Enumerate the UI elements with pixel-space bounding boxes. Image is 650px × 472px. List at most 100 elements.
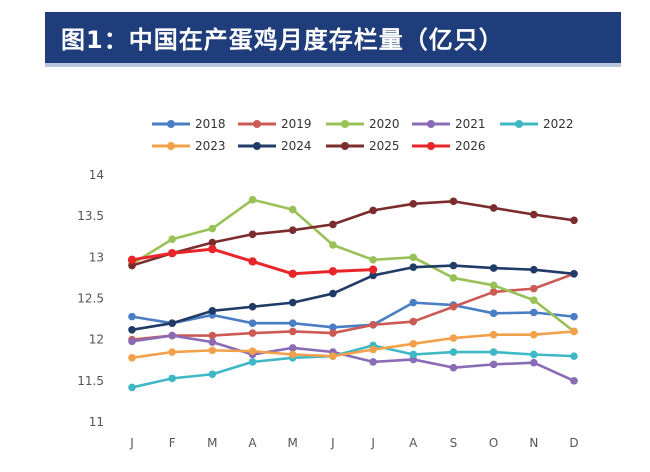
data-point [449, 348, 458, 356]
legend-item: 2018 [152, 117, 226, 131]
data-point [409, 200, 418, 208]
data-point [409, 350, 418, 359]
data-point [248, 257, 257, 266]
data-point [288, 327, 297, 336]
data-point [409, 317, 418, 326]
chart-title: 图1：中国在产蛋鸡月度存栏量（亿只） [61, 26, 504, 54]
data-point [409, 298, 418, 307]
y-tick-label: 12 [89, 333, 104, 347]
data-point [489, 288, 498, 296]
data-point [570, 377, 578, 385]
data-point [128, 383, 136, 392]
data-point [329, 329, 337, 337]
x-tick-label: J [330, 436, 335, 450]
data-point [248, 302, 257, 311]
legend-label: 2020 [369, 117, 400, 131]
y-tick-label: 13.5 [77, 209, 104, 223]
x-tick-label: J [129, 436, 134, 450]
legend: 2018 2019 2020 2021 2022 2023 2024 2025 2026 [152, 117, 574, 153]
legend-item: 2020 [326, 117, 400, 131]
legend-label: 2022 [543, 117, 574, 131]
data-point [248, 347, 257, 355]
data-point [208, 238, 217, 247]
series-2024 [128, 261, 578, 334]
data-point [409, 339, 418, 348]
data-point [369, 321, 377, 329]
data-point [570, 312, 578, 321]
data-point [449, 302, 458, 311]
series-2026 [127, 244, 378, 278]
legend-swatch-marker [253, 142, 261, 150]
data-point [329, 352, 337, 360]
y-tick-label: 13 [89, 250, 104, 264]
legend-label: 2024 [281, 139, 312, 153]
data-point [369, 345, 377, 354]
data-point [409, 253, 418, 262]
data-point [168, 235, 176, 244]
legend-swatch-marker [167, 142, 175, 150]
legend-swatch-marker [427, 142, 435, 150]
data-point [369, 256, 377, 264]
data-point [128, 337, 136, 346]
legend-item: 2023 [152, 139, 226, 153]
data-point [288, 226, 297, 234]
x-tick-label: O [489, 436, 498, 450]
y-tick-label: 11.5 [77, 374, 104, 388]
y-tick-label: 14 [89, 168, 104, 182]
legend-swatch-marker [253, 120, 261, 128]
data-point [489, 348, 498, 356]
data-point [168, 374, 176, 383]
data-point [208, 244, 217, 254]
x-tick-label: M [207, 436, 217, 450]
data-point [128, 325, 136, 334]
legend-swatch-marker [167, 120, 175, 128]
data-point [248, 358, 257, 366]
legend-swatch-marker [515, 120, 523, 128]
data-point [530, 358, 538, 367]
data-point [449, 363, 458, 372]
series-2021 [128, 331, 578, 385]
data-point [570, 327, 578, 336]
chart-title-banner: 图1：中国在产蛋鸡月度存栏量（亿只） [45, 12, 621, 67]
data-point [208, 331, 217, 340]
x-tick-label: A [248, 436, 257, 450]
data-point [530, 350, 538, 359]
legend-swatch-marker [341, 142, 349, 150]
y-tick-label: 12.5 [77, 292, 104, 306]
data-point [288, 350, 297, 359]
series-line [130, 198, 576, 333]
data-point [288, 319, 297, 328]
data-point [530, 330, 538, 339]
legend-label: 2023 [195, 139, 226, 153]
data-point [530, 265, 538, 274]
data-point [369, 271, 377, 280]
x-tick-label: J [370, 436, 375, 450]
legend-item: 2019 [238, 117, 312, 131]
data-point [530, 308, 538, 317]
axes: 14 13.5 13 12.5 12 11.5 11 J F M A M J J A S O N D [77, 168, 578, 450]
data-point [248, 230, 257, 239]
data-point [208, 338, 217, 346]
legend-label: 2018 [195, 117, 226, 131]
series-line [130, 334, 576, 383]
data-point [530, 296, 538, 304]
legend-item: 2025 [326, 139, 400, 153]
data-point [248, 195, 257, 204]
y-tick-label: 11 [89, 415, 104, 429]
x-tick-label: D [569, 436, 578, 450]
data-point [530, 210, 538, 219]
data-point [168, 331, 176, 340]
series-line [130, 344, 576, 389]
data-point [248, 319, 257, 328]
series-line [130, 264, 576, 332]
data-point [570, 270, 578, 278]
data-point [128, 312, 136, 321]
data-point [489, 264, 498, 272]
x-tick-label: S [450, 436, 458, 450]
x-tick-label: F [169, 436, 176, 450]
data-point [489, 281, 498, 290]
data-point [368, 265, 378, 274]
legend-item: 2026 [412, 139, 486, 153]
legend-swatch-marker [427, 120, 435, 128]
